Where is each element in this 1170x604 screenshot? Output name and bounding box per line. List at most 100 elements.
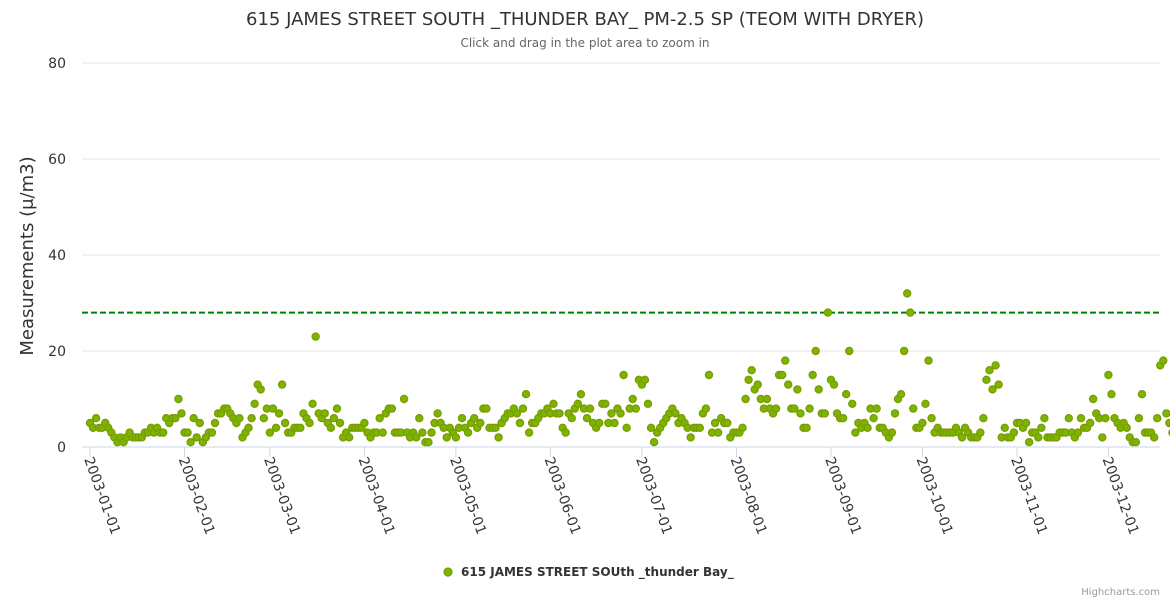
data-point[interactable]	[476, 418, 485, 428]
data-point[interactable]	[616, 409, 625, 418]
data-point[interactable]	[1040, 414, 1049, 423]
data-point[interactable]	[671, 409, 680, 418]
legend[interactable]: 615 JAMES STREET SOUth _thunder Bay_	[443, 565, 734, 580]
data-point[interactable]	[820, 409, 830, 418]
data-point[interactable]	[415, 414, 424, 423]
data-point[interactable]	[744, 375, 753, 384]
data-point[interactable]	[1162, 409, 1170, 418]
data-point[interactable]	[793, 385, 802, 394]
data-point[interactable]	[701, 404, 711, 413]
data-point[interactable]	[710, 418, 720, 428]
data-point[interactable]	[1085, 418, 1095, 428]
data-point[interactable]	[649, 438, 659, 447]
data-point[interactable]	[622, 423, 631, 432]
data-point[interactable]	[1159, 356, 1168, 365]
data-point[interactable]	[823, 308, 833, 317]
data-point[interactable]	[872, 404, 881, 413]
data-point[interactable]	[811, 346, 820, 356]
data-point[interactable]	[171, 414, 180, 423]
data-point[interactable]	[1088, 394, 1098, 404]
data-point[interactable]	[250, 399, 259, 408]
data-point[interactable]	[921, 399, 930, 408]
data-point[interactable]	[982, 375, 991, 384]
data-point[interactable]	[979, 414, 988, 423]
data-point[interactable]	[896, 390, 906, 399]
data-point[interactable]	[555, 409, 564, 418]
data-point[interactable]	[442, 433, 451, 442]
data-point[interactable]	[280, 418, 290, 428]
data-point[interactable]	[957, 433, 967, 442]
data-point[interactable]	[210, 418, 220, 428]
data-point[interactable]	[1064, 414, 1073, 423]
data-point[interactable]	[1073, 428, 1083, 437]
data-point[interactable]	[841, 390, 851, 399]
data-point[interactable]	[158, 428, 168, 437]
data-point[interactable]	[784, 380, 793, 389]
data-point[interactable]	[491, 423, 500, 432]
data-point[interactable]	[524, 428, 534, 437]
data-point[interactable]	[433, 409, 442, 418]
credits-link[interactable]: Highcharts.com	[1081, 587, 1160, 598]
data-point[interactable]	[777, 370, 787, 380]
data-point[interactable]	[646, 423, 656, 432]
data-point[interactable]	[976, 428, 985, 437]
data-point[interactable]	[268, 404, 278, 413]
data-point[interactable]	[753, 380, 762, 389]
data-point[interactable]	[771, 404, 781, 413]
data-point[interactable]	[174, 394, 183, 404]
data-point[interactable]	[695, 423, 705, 432]
data-point[interactable]	[573, 399, 583, 408]
data-point[interactable]	[1000, 423, 1009, 432]
data-point[interactable]	[747, 366, 756, 375]
data-point[interactable]	[991, 361, 1000, 370]
data-point[interactable]	[329, 414, 339, 423]
legend-item-label[interactable]: 615 JAMES STREET SOUth _thunder Bay_	[461, 565, 734, 580]
data-point[interactable]	[927, 414, 936, 423]
data-point[interactable]	[271, 423, 281, 432]
data-point[interactable]	[607, 409, 616, 418]
data-point[interactable]	[838, 414, 848, 423]
data-point[interactable]	[451, 433, 461, 442]
data-point[interactable]	[265, 428, 275, 437]
data-point[interactable]	[424, 438, 433, 447]
data-point[interactable]	[1034, 433, 1043, 442]
data-point[interactable]	[561, 428, 570, 437]
data-point[interactable]	[640, 375, 650, 384]
data-point[interactable]	[738, 423, 747, 432]
data-point[interactable]	[344, 433, 354, 442]
data-point[interactable]	[399, 394, 409, 404]
data-point[interactable]	[890, 409, 900, 418]
data-point[interactable]	[796, 409, 805, 418]
data-point[interactable]	[549, 399, 558, 408]
data-point[interactable]	[463, 428, 473, 437]
data-point[interactable]	[512, 409, 522, 418]
data-point[interactable]	[195, 418, 204, 428]
data-point[interactable]	[332, 404, 342, 413]
data-point[interactable]	[277, 380, 287, 389]
data-point[interactable]	[259, 414, 269, 423]
data-point[interactable]	[235, 414, 244, 423]
data-point[interactable]	[247, 414, 256, 423]
data-point[interactable]	[378, 428, 387, 437]
data-point[interactable]	[1037, 423, 1046, 432]
data-point[interactable]	[1098, 433, 1107, 442]
data-point[interactable]	[521, 390, 531, 399]
data-point[interactable]	[91, 414, 101, 423]
data-point[interactable]	[863, 423, 872, 432]
data-point[interactable]	[610, 418, 619, 428]
data-point[interactable]	[985, 366, 994, 375]
data-point[interactable]	[601, 399, 610, 408]
data-point[interactable]	[1122, 423, 1131, 432]
data-point[interactable]	[924, 356, 933, 365]
data-point[interactable]	[189, 414, 198, 423]
data-point[interactable]	[494, 433, 503, 442]
data-point[interactable]	[427, 428, 436, 437]
data-point[interactable]	[887, 428, 897, 437]
data-point[interactable]	[1024, 438, 1034, 447]
data-point[interactable]	[582, 414, 592, 423]
data-point[interactable]	[387, 404, 397, 413]
data-point[interactable]	[1104, 370, 1113, 380]
data-point[interactable]	[851, 428, 860, 437]
